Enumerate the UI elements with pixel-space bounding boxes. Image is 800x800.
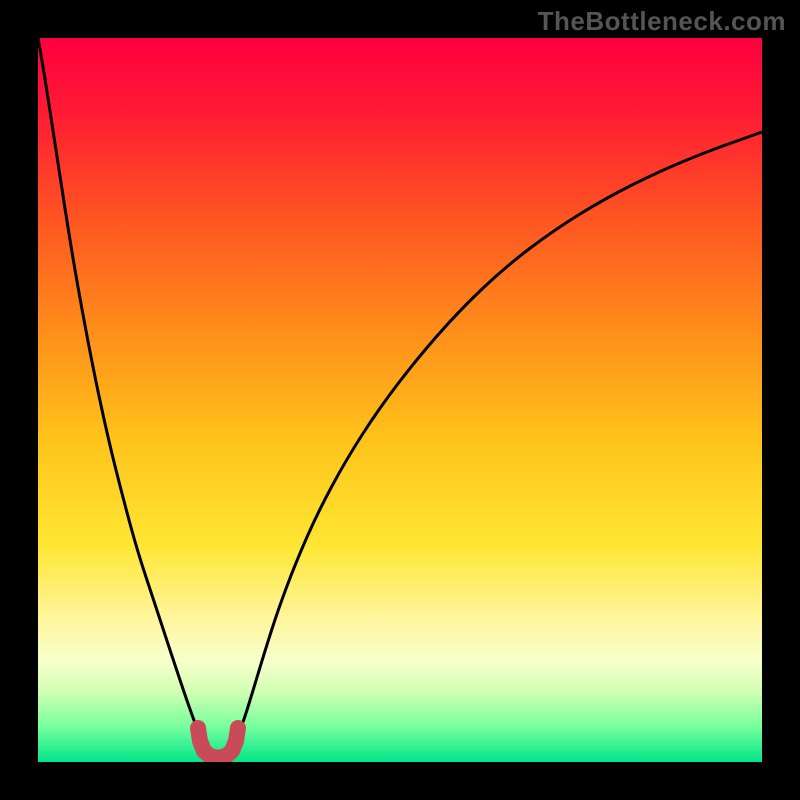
plot-svg (38, 38, 762, 762)
plot-area (38, 38, 762, 762)
watermark-text: TheBottleneck.com (538, 6, 786, 37)
plot-background (38, 38, 762, 762)
chart-frame: TheBottleneck.com (0, 0, 800, 800)
